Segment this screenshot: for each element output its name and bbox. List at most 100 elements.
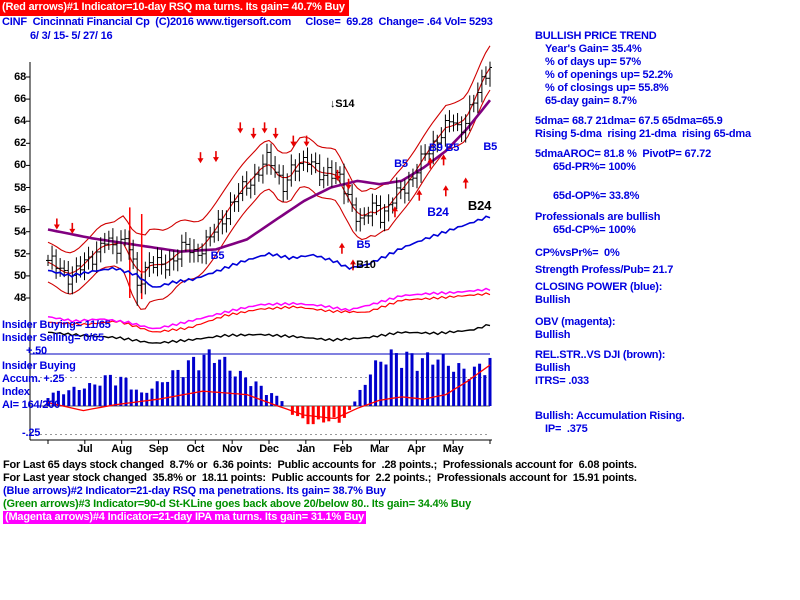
footer-indicator-text: (Green arrows)#3 Indicator=90-d St-KLine… <box>3 498 471 510</box>
right-panel-line: 65d-PR%= 100% <box>553 161 636 173</box>
down-arrow-icon <box>272 133 279 139</box>
up-arrow-icon <box>427 157 434 163</box>
up-arrow-icon <box>416 189 423 195</box>
down-arrow-icon <box>345 184 352 190</box>
right-panel-line: 65d-OP%= 33.8% <box>553 190 640 202</box>
month-label: Dec <box>259 443 279 455</box>
month-label: May <box>442 443 464 455</box>
left-panel-label: Insider Buying= 11/65 <box>2 319 111 331</box>
right-panel-line: % of closings up= 55.8% <box>545 82 669 94</box>
date-range: 6/ 3/ 15- 5/ 27/ 16 <box>30 30 113 42</box>
price-axis-label: 48 <box>14 292 26 304</box>
up-arrow-icon <box>442 185 449 191</box>
price-axis-label: 52 <box>14 247 26 260</box>
down-arrow-icon <box>197 158 204 164</box>
right-panel-line: Bullish <box>535 362 571 374</box>
left-panel-label: AI= 164/200 <box>2 399 61 411</box>
ma65-line <box>47 99 492 253</box>
footer: For Last 65 days stock changed 8.7% or 6… <box>3 459 637 524</box>
right-panel-line: Professionals are bullish <box>535 211 661 223</box>
ai-ma-line <box>47 364 491 420</box>
footer-line: (Green arrows)#3 Indicator=90-d St-KLine… <box>3 498 637 511</box>
price-axis-label: 62 <box>14 137 26 150</box>
right-panel-line: Strength Profess/Pub= 21.7 <box>535 264 674 276</box>
annotation-s14: ↓S14 <box>329 97 355 110</box>
right-panel-line: 5dmaAROC= 81.8 % PivotP= 67.72 <box>535 148 711 160</box>
up-arrow-icon <box>349 259 356 265</box>
right-panel-line: Bullish: Accumulation Rising. <box>535 410 685 422</box>
footer-line: (Magenta arrows)#4 Indicator=21-day IPA … <box>3 511 637 524</box>
annotation-b10: ↓B10 <box>350 258 376 271</box>
down-arrow-icon <box>334 175 341 181</box>
month-label: Sep <box>148 443 169 455</box>
footer-line: (Blue arrows)#2 Indicator=21-day RSQ ma … <box>3 485 637 498</box>
right-panel-line: ITRS= .033 <box>535 375 589 387</box>
up-arrow-icon <box>391 206 398 212</box>
left-panel-label: Index <box>2 386 30 398</box>
down-arrow-icon <box>290 141 297 147</box>
title-line: CINF Cincinnati Financial Cp (C)2016 www… <box>2 16 493 28</box>
footer-indicator-text: (Magenta arrows)#4 Indicator=21-day IPA … <box>3 511 367 524</box>
down-arrow-icon <box>261 128 268 134</box>
price-axis-label: 68 <box>14 71 26 83</box>
month-label: Mar <box>370 443 389 455</box>
annotation-b5: B5 <box>483 140 498 153</box>
right-panel-line: % of openings up= 52.2% <box>545 69 673 81</box>
month-label: Jan <box>296 443 316 455</box>
right-panel-line: REL.STR..VS DJI (brown): <box>535 349 666 361</box>
month-label: Feb <box>333 443 353 455</box>
price-axis-label: 64 <box>14 115 26 128</box>
month-label: Jul <box>77 443 93 455</box>
annotation-b24-black: B24 <box>467 198 492 214</box>
right-panel-line: BULLISH PRICE TREND <box>535 30 657 42</box>
right-panel-line: OBV (magenta): <box>535 316 616 328</box>
right-panel-line: 5dma= 68.7 21dma= 67.5 65dma=65.9 <box>535 115 723 127</box>
down-arrow-icon <box>303 141 310 147</box>
right-panel-line: 65-day gain= 8.7% <box>545 95 637 107</box>
footer-indicator-text: For Last 65 days stock changed 8.7% or 6… <box>3 459 637 471</box>
month-label: Oct <box>186 443 205 455</box>
up-arrow-icon <box>338 242 345 248</box>
annotation-b24-blue: B24 <box>427 204 449 219</box>
right-panel-line: Bullish <box>535 294 571 306</box>
price-axis-label: 50 <box>14 269 26 282</box>
upper-band-line <box>47 45 491 254</box>
price-axis-label: 56 <box>14 203 26 216</box>
closing-power-line <box>47 215 491 288</box>
price-axis-label: 60 <box>14 159 26 172</box>
footer-indicator-text: (Blue arrows)#2 Indicator=21-day RSQ ma … <box>3 485 386 497</box>
left-panel-label: Insider Selling= 0/65 <box>2 332 104 344</box>
price-axis-label: 66 <box>14 93 26 106</box>
up-arrow-icon <box>440 154 447 160</box>
right-panel-line: 65d-CP%= 100% <box>553 224 636 236</box>
left-panel-label: Accum. +.25 <box>2 373 65 385</box>
price-axis-label: 54 <box>14 225 26 238</box>
right-panel-line: % of days up= 57% <box>545 56 641 68</box>
price-axis-label: 58 <box>14 181 26 194</box>
down-arrow-icon <box>250 133 257 139</box>
right-panel-line: Rising 5-dma rising 21-dma rising 65-dma <box>535 128 751 140</box>
right-panel: BULLISH PRICE TREND Year's Gain= 35.4%% o… <box>535 30 800 436</box>
month-label: Apr <box>407 443 426 455</box>
footer-line: For Last year stock changed 35.8% or 18.… <box>3 472 637 485</box>
down-arrow-icon <box>53 224 60 230</box>
right-panel-line: IP= .375 <box>545 423 588 435</box>
right-panel-line: CP%vsPr%= 0% <box>535 247 620 259</box>
right-panel-line: Bullish <box>535 329 571 341</box>
left-panel-label: Insider Buying <box>2 360 76 372</box>
down-arrow-icon <box>69 228 76 234</box>
up-arrow-icon <box>462 177 469 183</box>
ipa-ma-line <box>48 292 491 333</box>
footer-indicator-text: For Last year stock changed 35.8% or 18.… <box>3 472 637 484</box>
indicator1-banner: (Red arrows)#1 Indicator=10-day RSQ ma t… <box>0 0 349 16</box>
left-panel-label: -.25 <box>22 427 41 439</box>
right-panel-line: Year's Gain= 35.4% <box>545 43 642 55</box>
down-arrow-icon <box>237 128 244 134</box>
left-panel-label: +.50 <box>26 345 47 357</box>
annotation-b5: B5 <box>356 238 371 251</box>
right-panel-line: CLOSING POWER (blue): <box>535 281 663 293</box>
down-arrow-icon <box>212 157 219 163</box>
annotation-b5: B5 <box>394 158 408 171</box>
obv-line <box>47 287 491 330</box>
lower-band-line <box>47 89 491 310</box>
